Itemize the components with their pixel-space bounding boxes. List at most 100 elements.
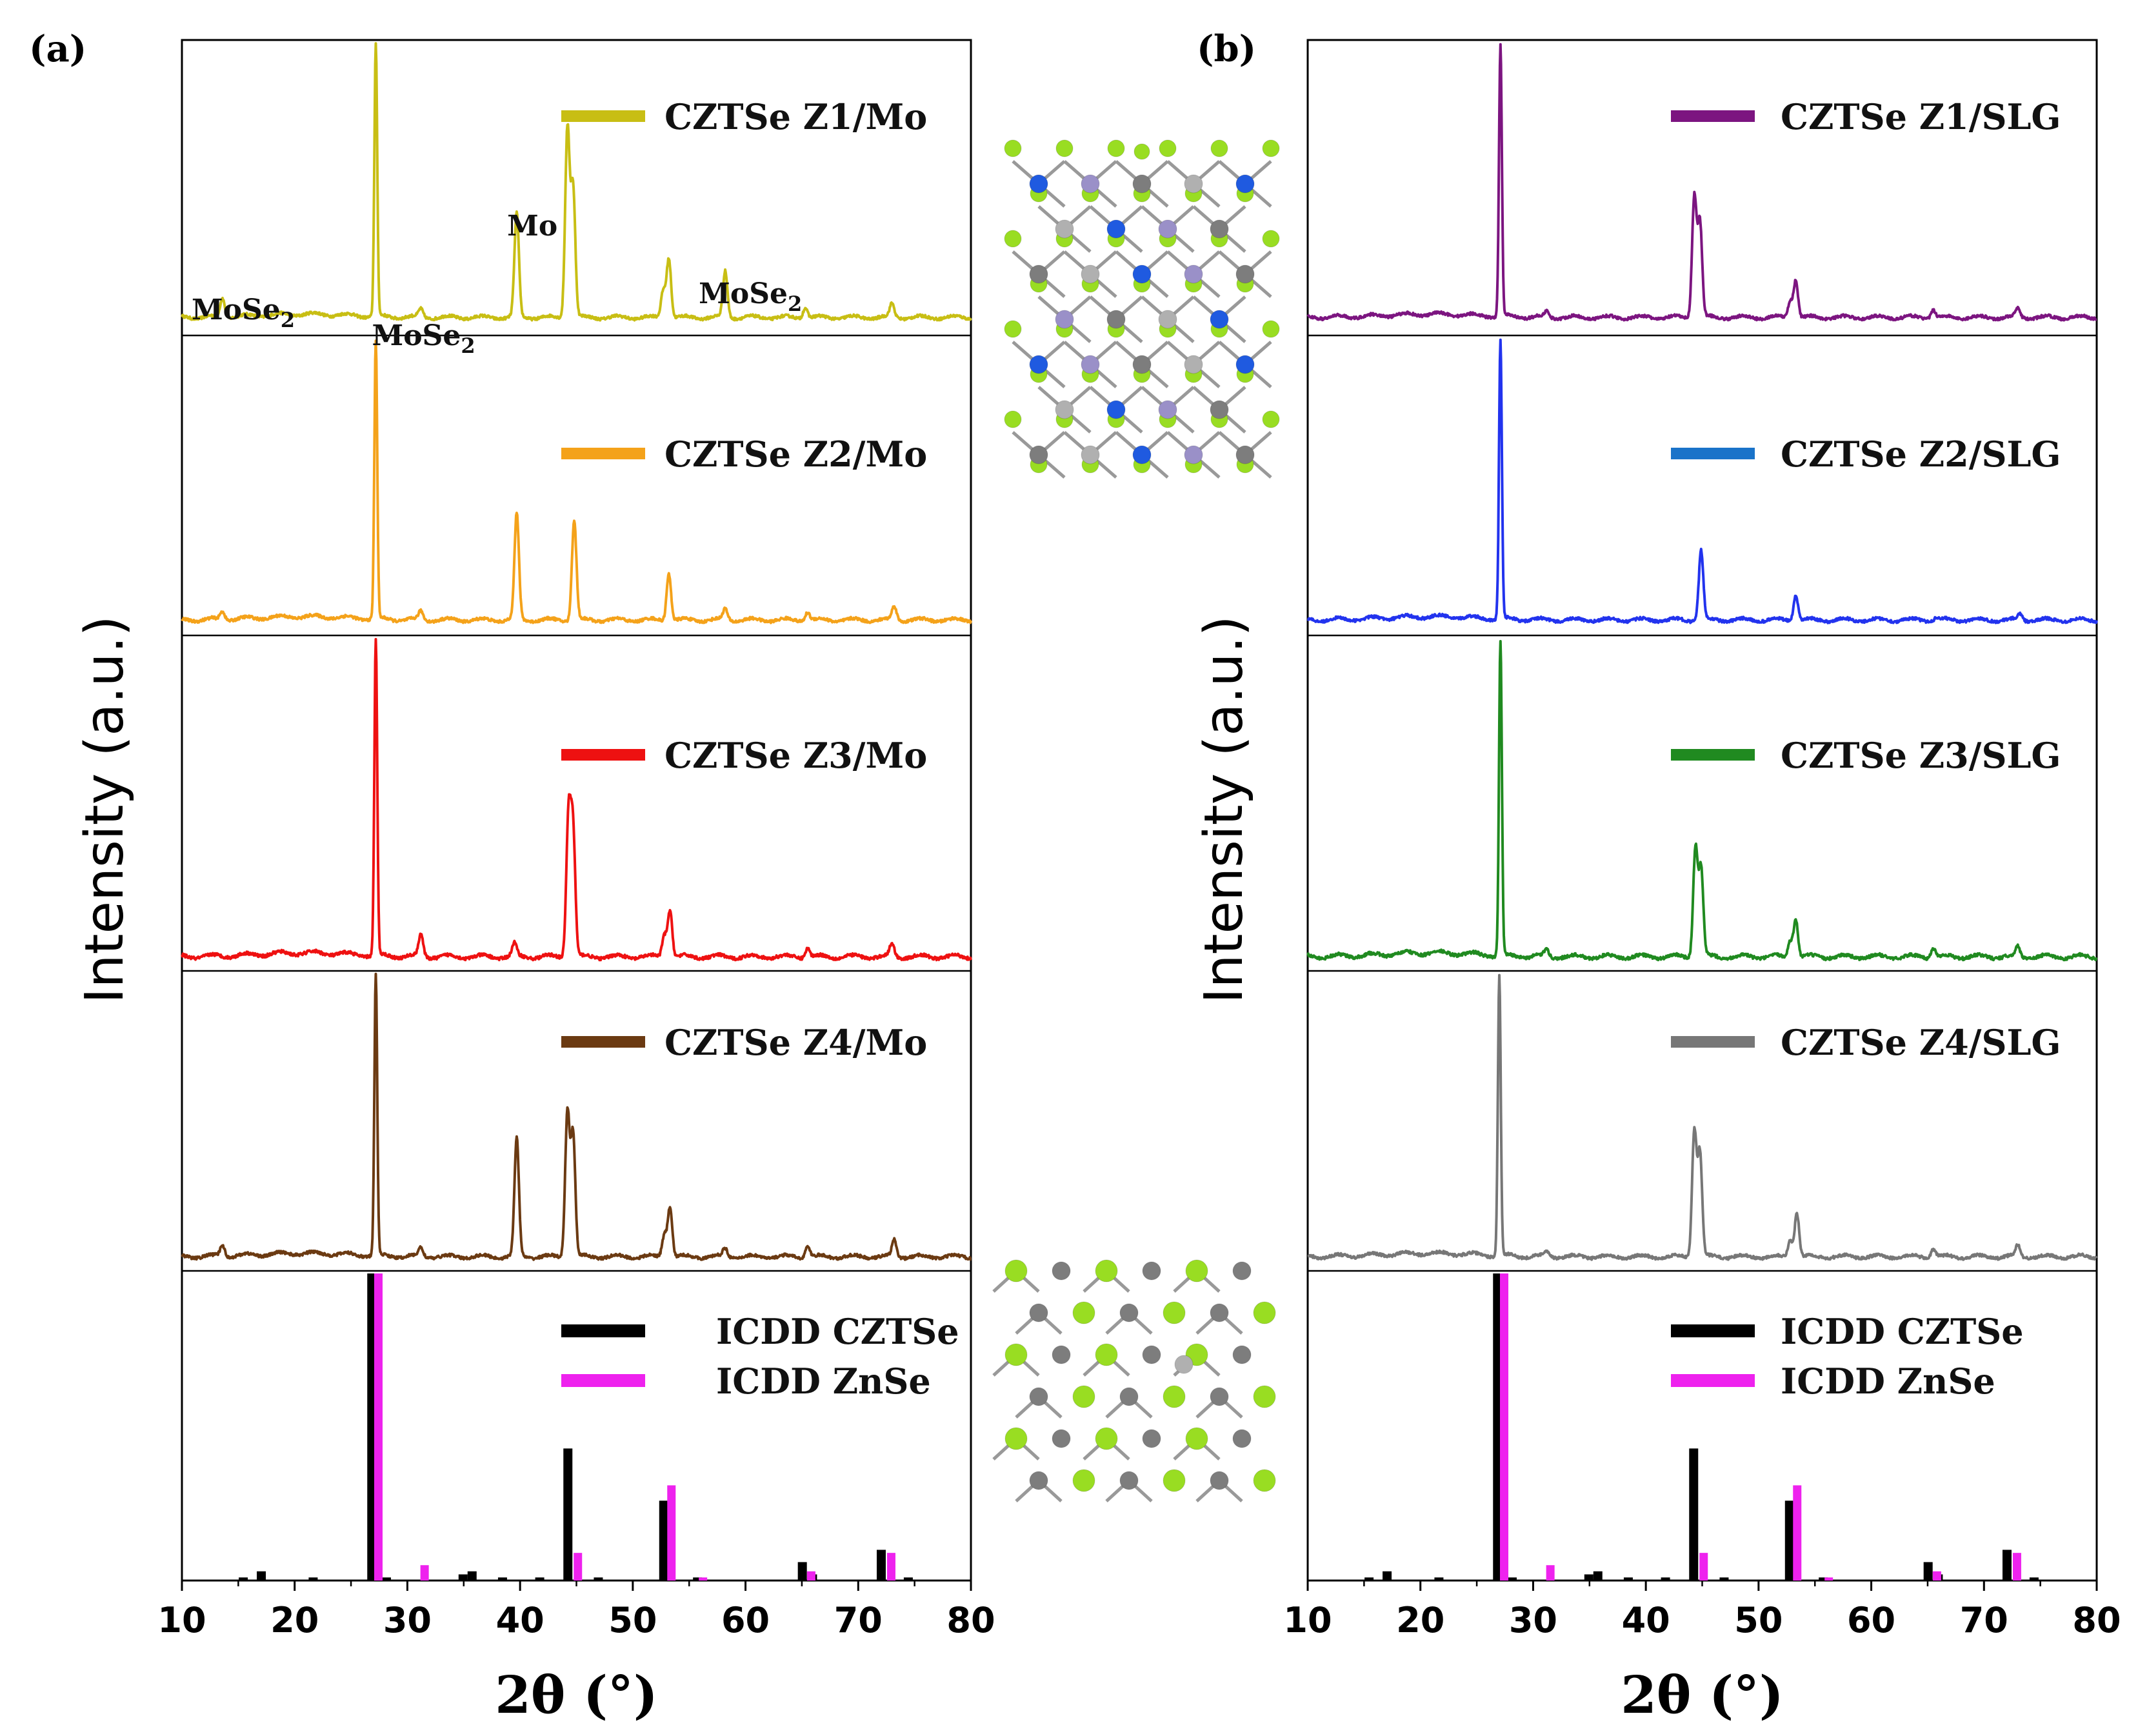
x-tick-label: 20 xyxy=(1396,1600,1444,1641)
atom xyxy=(1232,1429,1252,1448)
legend-label-2: CZTSe Z2/SLG xyxy=(1781,434,2061,475)
ref-bar-czts xyxy=(563,1448,573,1581)
atom xyxy=(1184,355,1203,374)
ref-bar-czts xyxy=(903,1577,913,1581)
annotation-subscript: 2 xyxy=(788,292,802,316)
ref-bar-czts xyxy=(1784,1501,1794,1581)
atom xyxy=(1262,410,1280,428)
panel-label: (a) xyxy=(29,28,86,70)
ref-bar-czts xyxy=(367,1273,377,1581)
atom xyxy=(1262,230,1280,248)
series-line-1 xyxy=(181,42,972,322)
atom xyxy=(1132,264,1152,284)
atom xyxy=(1253,1385,1276,1408)
x-axis-label: 2θ (°) xyxy=(1621,1664,1784,1725)
atom xyxy=(1106,310,1126,329)
atom xyxy=(1081,355,1100,374)
x-tick-label: 40 xyxy=(1622,1600,1670,1641)
atom xyxy=(1210,1303,1229,1322)
atom xyxy=(1106,400,1126,419)
ref-bar-czts xyxy=(535,1577,544,1581)
legend-label-2: CZTSe Z2/Mo xyxy=(664,434,927,475)
x-tick-label: 40 xyxy=(496,1600,544,1641)
ref-bar-czts xyxy=(1819,1577,1828,1581)
ref-bar-czts xyxy=(693,1577,703,1581)
annotation-text: MoSe xyxy=(372,319,461,352)
ref-legend-label-1: ICDD CZTSe xyxy=(716,1311,959,1352)
peak-annotation: Mo xyxy=(507,210,557,243)
ref-bar-znse xyxy=(1824,1577,1833,1581)
ref-bar-czts xyxy=(2002,1550,2012,1581)
ref-bar-czts xyxy=(381,1577,391,1581)
crystal-structure-kesterite xyxy=(1004,139,1280,479)
atom xyxy=(1095,1259,1118,1282)
atom xyxy=(1210,310,1229,329)
x-tick-label: 50 xyxy=(608,1600,657,1641)
atom xyxy=(1185,1427,1208,1450)
atom xyxy=(1185,1259,1208,1282)
atom xyxy=(1072,1385,1095,1408)
atom xyxy=(1107,139,1125,157)
atom xyxy=(1106,219,1126,239)
ref-bar-znse xyxy=(806,1571,815,1581)
atom xyxy=(1052,1429,1071,1448)
atom xyxy=(1052,1261,1071,1281)
atom xyxy=(1052,1345,1071,1364)
atom xyxy=(1081,445,1100,464)
atom xyxy=(1142,1261,1161,1281)
atom xyxy=(1055,219,1074,239)
annotation-subscript: 2 xyxy=(281,308,295,332)
x-tick-label: 30 xyxy=(1509,1600,1557,1641)
atom xyxy=(1184,445,1203,464)
x-tick-label: 60 xyxy=(1847,1600,1895,1641)
ref-bar-czts xyxy=(1689,1448,1699,1581)
atom xyxy=(1158,310,1177,329)
ref-bar-znse xyxy=(374,1273,383,1581)
atom xyxy=(1004,230,1022,248)
atom xyxy=(1029,1387,1048,1406)
ref-bar-czts xyxy=(308,1577,318,1581)
atom xyxy=(1184,174,1203,194)
ref-bar-czts xyxy=(1719,1577,1729,1581)
atom xyxy=(1210,139,1228,157)
atom xyxy=(1119,1387,1139,1406)
ref-legend-label-2: ICDD ZnSe xyxy=(716,1361,931,1402)
atom xyxy=(1134,143,1150,160)
legend-label-4: CZTSe Z4/SLG xyxy=(1781,1022,2061,1063)
x-tick-label: 60 xyxy=(721,1600,770,1641)
atom xyxy=(1142,1345,1161,1364)
annotation-text: MoSe xyxy=(192,294,281,326)
atom xyxy=(1029,1471,1048,1490)
atom xyxy=(1119,1303,1139,1322)
atom xyxy=(1158,219,1177,239)
atom xyxy=(1004,1427,1028,1450)
ref-legend-label-2: ICDD ZnSe xyxy=(1781,1361,1995,1402)
atom xyxy=(1055,400,1074,419)
x-tick-label: 80 xyxy=(946,1600,995,1641)
crystal-structure-zinc-blende xyxy=(992,1259,1276,1502)
atom xyxy=(1081,264,1100,284)
ref-bar-znse xyxy=(886,1553,895,1581)
legend-label-3: CZTSe Z3/Mo xyxy=(664,735,927,776)
ref-bar-znse xyxy=(1932,1571,1941,1581)
series-line-3 xyxy=(181,637,972,962)
ref-bar-znse xyxy=(1793,1485,1802,1581)
ref-bar-znse xyxy=(420,1565,429,1581)
peak-annotation: MoSe2 xyxy=(192,294,295,332)
atom xyxy=(1132,174,1152,194)
series-line-2 xyxy=(181,339,972,624)
x-tick-label: 50 xyxy=(1734,1600,1783,1641)
x-tick-label: 80 xyxy=(2072,1600,2121,1641)
peak-annotation: MoSe2 xyxy=(372,319,475,358)
atom xyxy=(1210,400,1229,419)
series-line-4 xyxy=(1306,973,2098,1261)
ref-bar-czts xyxy=(1593,1571,1603,1581)
ref-bar-czts xyxy=(257,1571,266,1581)
atom xyxy=(1163,1469,1186,1492)
ref-bar-czts xyxy=(659,1501,668,1581)
ref-bar-znse xyxy=(1699,1553,1708,1581)
panel-b: CZTSe Z1/SLG CZTSe Z2/SLG CZTSe Z3/SLG CZTS… xyxy=(1194,28,2121,1725)
atom xyxy=(1095,1427,1118,1450)
